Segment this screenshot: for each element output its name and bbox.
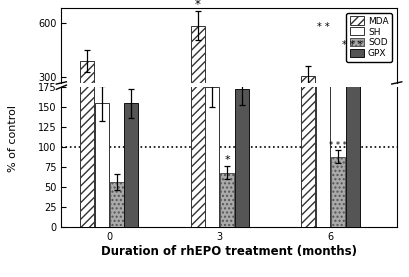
Bar (235, 89, 249, 227)
Bar (80, 61, 94, 132)
Bar (316, 94, 330, 132)
Legend: MDA, SH, SOD, GPX: MDA, SH, SOD, GPX (346, 13, 392, 62)
Bar (301, 0, 315, 227)
Bar (316, 59, 330, 227)
Text: % of control: % of control (8, 105, 18, 172)
Bar (220, 120, 234, 132)
Bar (331, 116, 345, 132)
Bar (235, 101, 249, 132)
Bar (110, 122, 124, 132)
Bar (191, 0, 205, 227)
Bar (124, 103, 138, 227)
X-axis label: Duration of rhEPO treatment (months): Duration of rhEPO treatment (months) (101, 245, 357, 258)
Bar (346, 67, 360, 227)
Bar (301, 76, 315, 132)
Text: * *: * * (317, 22, 329, 32)
Text: * * *: * * * (329, 141, 347, 150)
Bar (124, 104, 138, 132)
Bar (346, 96, 360, 132)
Text: *: * (225, 155, 230, 165)
Bar (191, 25, 205, 132)
Bar (205, 100, 220, 132)
Bar (80, 0, 94, 227)
Bar (110, 181, 124, 227)
Bar (331, 157, 345, 227)
Text: *: * (195, 0, 201, 11)
Bar (95, 103, 109, 227)
Bar (95, 104, 109, 132)
Bar (220, 173, 234, 227)
Text: * * *: * * * (342, 40, 363, 50)
Bar (205, 87, 220, 227)
